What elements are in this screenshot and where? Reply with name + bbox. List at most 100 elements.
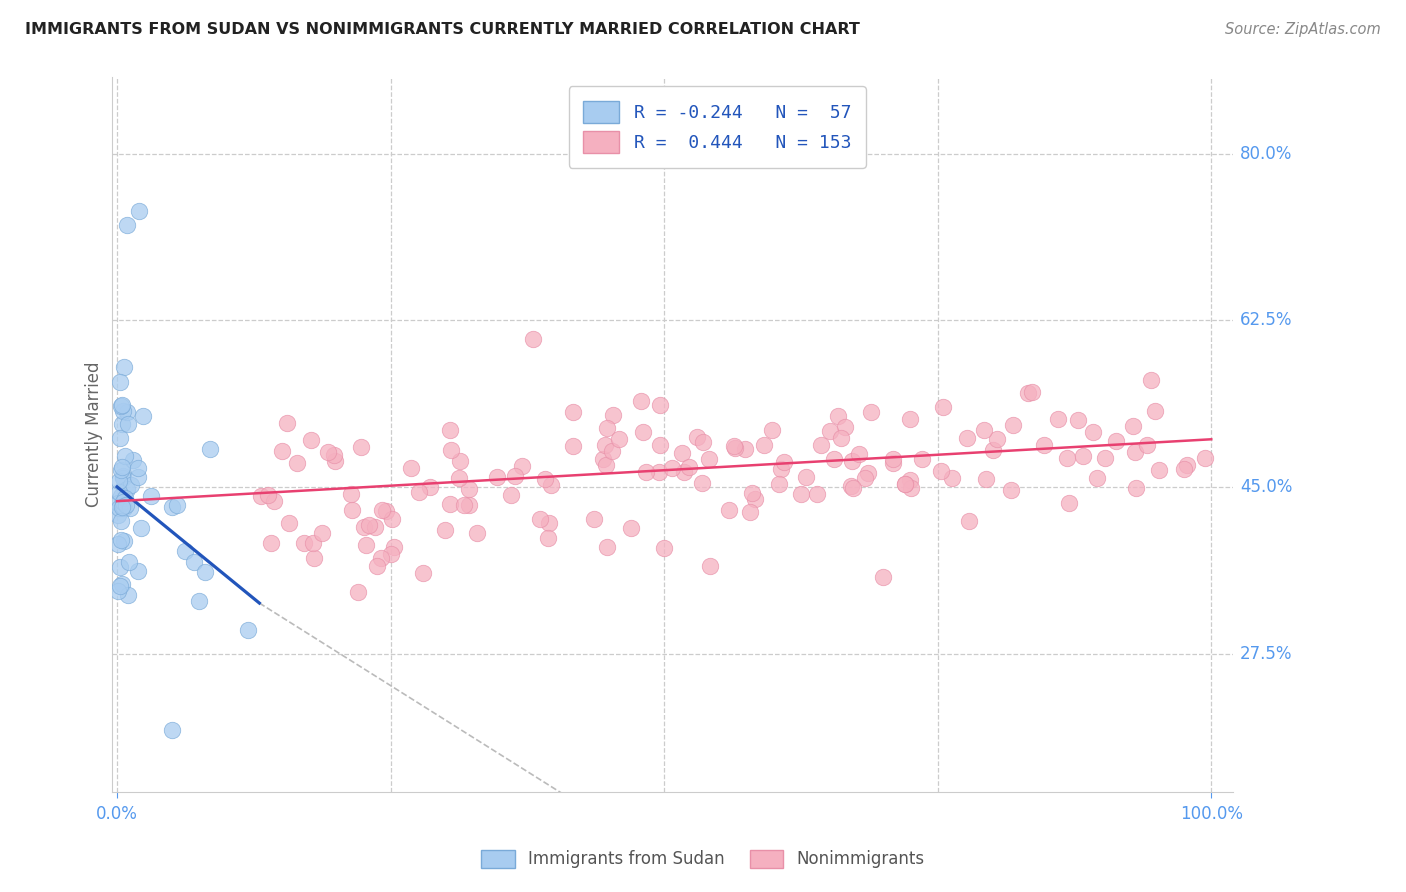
Point — [1085, 471, 1108, 485]
Point — [359, 518, 381, 533]
Point — [734, 442, 756, 456]
Point — [699, 558, 721, 573]
Point — [277, 516, 299, 530]
Point — [114, 449, 136, 463]
Point — [371, 503, 394, 517]
Point — [717, 502, 740, 516]
Point — [900, 473, 922, 487]
Point — [986, 432, 1008, 446]
Point — [790, 487, 813, 501]
Point — [399, 460, 422, 475]
Point — [350, 440, 373, 454]
Point — [139, 489, 162, 503]
Point — [110, 579, 132, 593]
Point — [648, 465, 671, 479]
Point — [1056, 450, 1078, 465]
Point — [834, 420, 856, 434]
Point — [830, 431, 852, 445]
Point — [127, 470, 149, 484]
Point — [690, 476, 713, 491]
Point — [1021, 384, 1043, 399]
Point — [374, 504, 396, 518]
Point — [115, 218, 138, 232]
Point — [188, 593, 211, 607]
Point — [600, 444, 623, 458]
Point — [898, 411, 921, 425]
Point — [238, 623, 260, 637]
Point — [1073, 449, 1095, 463]
Point — [692, 434, 714, 449]
Point — [848, 448, 870, 462]
Point — [112, 360, 135, 375]
Point — [457, 499, 479, 513]
Point — [1000, 483, 1022, 497]
Point — [419, 480, 441, 494]
Point — [366, 559, 388, 574]
Point — [1123, 445, 1146, 459]
Point — [381, 512, 404, 526]
Point — [449, 471, 471, 485]
Point — [117, 588, 139, 602]
Point — [503, 468, 526, 483]
Point — [110, 489, 132, 503]
Point — [299, 433, 322, 447]
Point — [872, 570, 894, 584]
Point — [115, 404, 138, 418]
Point — [108, 474, 131, 488]
Point — [111, 499, 134, 513]
Point — [1122, 419, 1144, 434]
Text: IMMIGRANTS FROM SUDAN VS NONIMMIGRANTS CURRENTLY MARRIED CORRELATION CHART: IMMIGRANTS FROM SUDAN VS NONIMMIGRANTS C… — [25, 22, 860, 37]
Point — [276, 416, 298, 430]
Point — [108, 375, 131, 389]
Point — [974, 472, 997, 486]
Point — [818, 424, 841, 438]
Point — [412, 566, 434, 580]
Point — [957, 514, 980, 528]
Text: 80.0%: 80.0% — [1240, 145, 1292, 162]
Point — [316, 445, 339, 459]
Point — [458, 482, 481, 496]
Point — [900, 481, 922, 495]
Point — [1175, 458, 1198, 472]
Point — [499, 488, 522, 502]
Point — [370, 550, 392, 565]
Point — [1081, 425, 1104, 439]
Point — [769, 462, 792, 476]
Point — [198, 442, 221, 457]
Point — [697, 451, 720, 466]
Point — [115, 482, 138, 496]
Point — [108, 501, 131, 516]
Point — [761, 424, 783, 438]
Point — [112, 471, 135, 485]
Point — [127, 564, 149, 578]
Point — [810, 438, 832, 452]
Point — [292, 536, 315, 550]
Point — [111, 404, 134, 418]
Point — [931, 464, 953, 478]
Point — [323, 454, 346, 468]
Point — [250, 489, 273, 503]
Y-axis label: Currently Married: Currently Married — [86, 362, 103, 508]
Point — [534, 472, 557, 486]
Point — [630, 393, 652, 408]
Point — [634, 465, 657, 479]
Point — [160, 723, 183, 737]
Point — [111, 417, 134, 431]
Point — [744, 491, 766, 506]
Point — [956, 431, 979, 445]
Point — [107, 537, 129, 551]
Point — [1032, 438, 1054, 452]
Text: 62.5%: 62.5% — [1240, 311, 1292, 329]
Point — [853, 471, 876, 485]
Point — [183, 556, 205, 570]
Point — [522, 332, 544, 346]
Point — [537, 532, 560, 546]
Point — [1067, 412, 1090, 426]
Point — [661, 460, 683, 475]
Point — [910, 452, 932, 467]
Point — [322, 449, 344, 463]
Point — [346, 584, 368, 599]
Point — [111, 500, 134, 514]
Point — [882, 456, 904, 470]
Point — [118, 500, 141, 515]
